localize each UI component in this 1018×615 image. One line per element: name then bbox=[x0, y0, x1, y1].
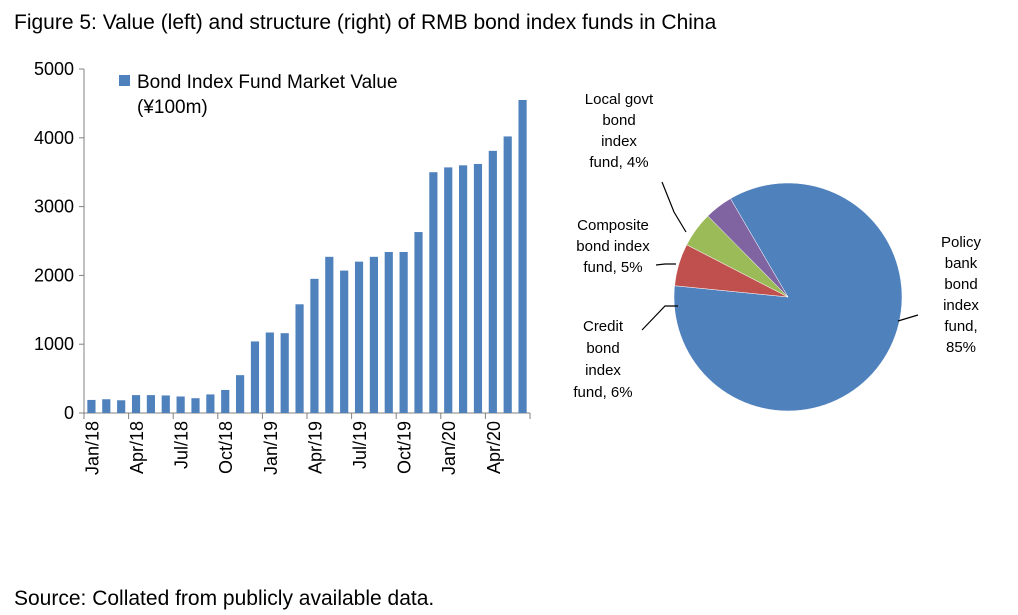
bar bbox=[459, 165, 468, 413]
legend-label: (¥100m) bbox=[137, 97, 208, 118]
bar bbox=[221, 389, 230, 413]
y-tick-label: 3000 bbox=[34, 197, 74, 217]
figure-title: Figure 5: Value (left) and structure (ri… bbox=[14, 11, 717, 34]
pie-slice-label: Local govt bond index fund, 4% bbox=[585, 91, 654, 171]
bar bbox=[444, 167, 453, 413]
bar bbox=[354, 261, 364, 413]
pie-slice bbox=[707, 198, 789, 298]
bar bbox=[488, 150, 497, 413]
x-tick-label: Oct/19 bbox=[395, 421, 415, 474]
legend-label: Bond Index Fund Market Value bbox=[137, 72, 398, 93]
x-tick-label: Apr/20 bbox=[484, 421, 504, 474]
pie-slice-label: Composite bond index fund, 5% bbox=[576, 217, 650, 276]
pie-leader-line bbox=[655, 263, 676, 266]
bar bbox=[369, 256, 378, 413]
bar bbox=[414, 232, 423, 413]
bar bbox=[399, 252, 408, 413]
x-tick-label: Jan/20 bbox=[439, 421, 459, 475]
bar bbox=[340, 270, 349, 413]
y-tick-label: 2000 bbox=[34, 265, 74, 285]
x-tick-label: Jan/19 bbox=[261, 421, 281, 475]
bar bbox=[236, 375, 245, 413]
bar bbox=[87, 399, 96, 413]
legend-swatch bbox=[119, 75, 130, 86]
y-tick-label: 1000 bbox=[34, 334, 74, 354]
bar bbox=[102, 399, 111, 413]
bar bbox=[503, 136, 512, 413]
pie-chart: Policy bank bond index fund, 85% Credit bond ind… bbox=[573, 91, 982, 412]
bar bbox=[146, 395, 155, 413]
x-tick-label: Apr/19 bbox=[305, 421, 325, 474]
pie-leader-line bbox=[897, 314, 919, 322]
x-tick-label: Jul/19 bbox=[350, 421, 370, 469]
bar bbox=[131, 395, 141, 413]
pie-leader-line bbox=[641, 305, 678, 331]
bar bbox=[310, 278, 319, 413]
bar bbox=[161, 395, 170, 413]
x-tick-label: Apr/18 bbox=[127, 421, 147, 474]
x-tick-label: Jan/18 bbox=[82, 421, 102, 475]
bar bbox=[176, 396, 185, 413]
pie-slice-label: Policy bank bond index fund, 85% bbox=[941, 234, 982, 356]
bar bbox=[325, 256, 334, 413]
pie-slice-label: Credit bond index fund, 6% bbox=[573, 318, 632, 401]
source-note: Source: Collated from publicly available… bbox=[14, 587, 435, 610]
bar bbox=[295, 304, 304, 413]
bar bbox=[384, 252, 393, 413]
bar bbox=[280, 333, 289, 413]
y-tick-label: 4000 bbox=[34, 128, 74, 148]
y-tick-label: 5000 bbox=[34, 59, 74, 79]
bar bbox=[206, 394, 215, 413]
x-tick-label: Oct/18 bbox=[216, 421, 236, 474]
bar bbox=[117, 400, 126, 413]
bar bbox=[518, 99, 527, 414]
bar-chart: 0 1000 2000 3000 4000 5000 Jan/18 Apr/18 Jul/18 O… bbox=[34, 59, 531, 475]
bar bbox=[473, 163, 483, 413]
y-tick-label: 0 bbox=[64, 403, 74, 423]
bar bbox=[429, 172, 438, 413]
pie-leader-line bbox=[661, 181, 687, 233]
bar bbox=[250, 341, 260, 413]
bar bbox=[191, 398, 200, 413]
x-tick-label: Jul/18 bbox=[172, 421, 192, 469]
bar bbox=[265, 332, 274, 413]
